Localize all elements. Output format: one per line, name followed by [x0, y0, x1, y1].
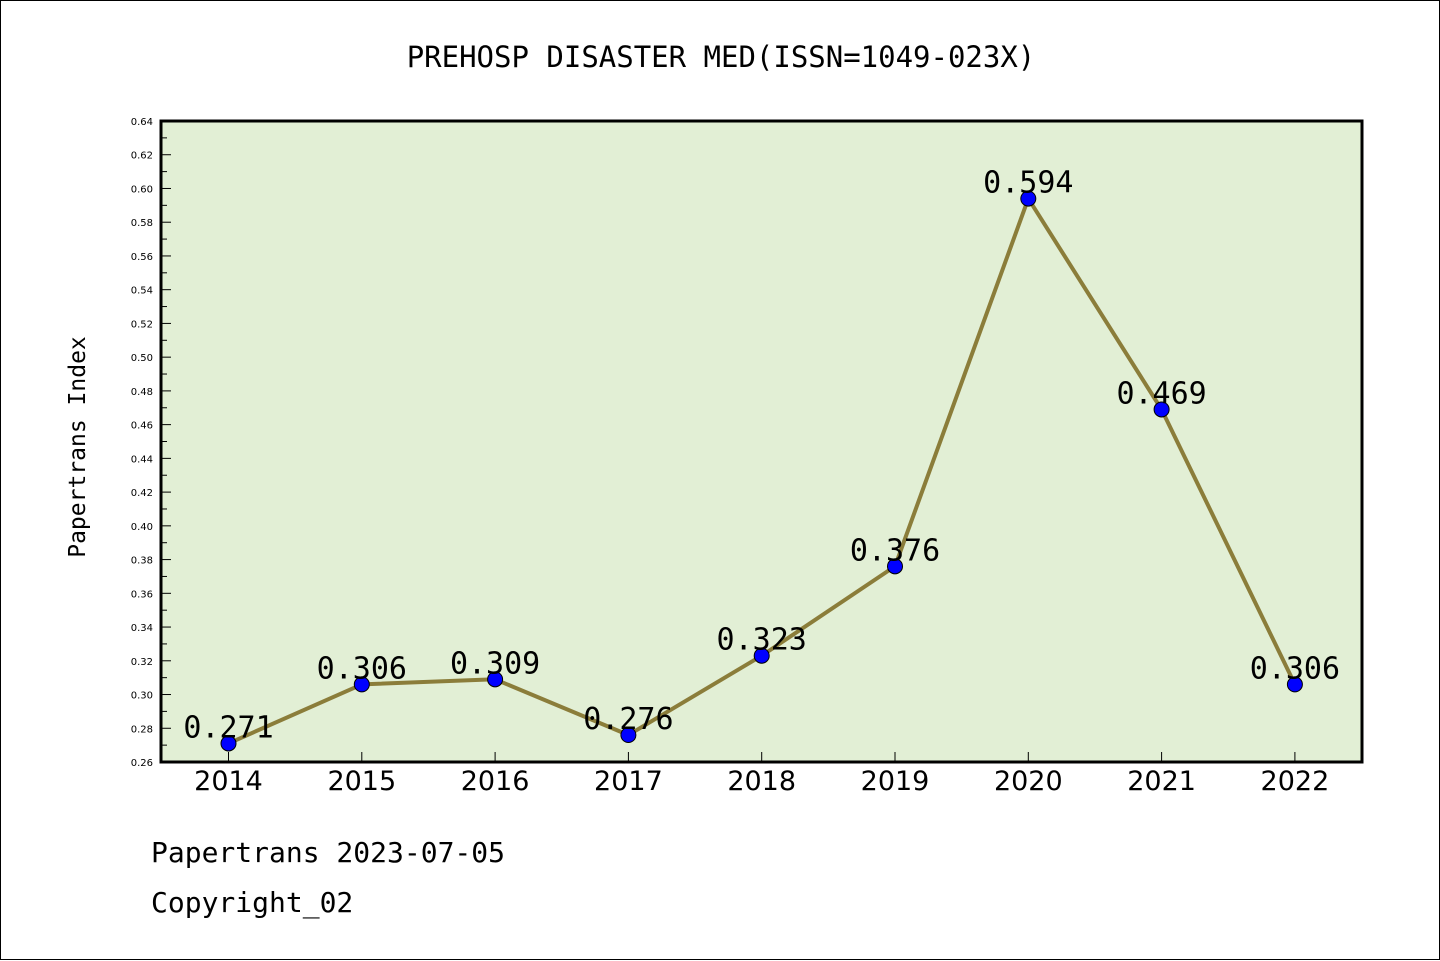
data-label: 0.309: [450, 646, 540, 681]
x-tick-label: 2018: [727, 766, 796, 797]
data-label: 0.306: [1250, 651, 1340, 686]
data-label: 0.323: [717, 623, 807, 658]
y-tick-label: 0.40: [131, 522, 153, 533]
y-tick-label: 0.28: [131, 724, 153, 735]
data-labels: 0.271 0.306 0.309 0.276 0.323 0.376 0.594 0.469…: [183, 166, 1340, 746]
x-tick-label: 2022: [1261, 766, 1330, 797]
y-axis-label: Papertrans Index: [65, 336, 91, 558]
data-point: [1153, 401, 1170, 418]
y-tick-label: 0.54: [131, 286, 153, 297]
y-tick-label: 0.62: [131, 151, 153, 162]
series-layer: [220, 190, 1303, 752]
x-tick-label: 2020: [994, 766, 1063, 797]
y-tick-label: 0.46: [131, 421, 153, 432]
x-tick-label: 2014: [194, 766, 263, 797]
y-tick-label: 0.38: [131, 556, 153, 567]
chart-title: PREHOSP DISASTER MED(ISSN=1049-023X): [407, 40, 1036, 74]
data-point: [887, 558, 903, 575]
x-tick-label: 2021: [1127, 766, 1196, 797]
data-point: [753, 647, 770, 664]
data-label: 0.376: [850, 533, 940, 568]
y-tick-label: 0.44: [131, 454, 153, 465]
y-tick-label: 0.32: [131, 657, 153, 668]
y-tick-label: 0.26: [131, 758, 153, 769]
x-tick-label: 2019: [861, 766, 930, 797]
data-point: [353, 676, 370, 693]
x-axis-ticks: 2014 2015 2016 2017 2018 2019 2020 2021 2022: [194, 752, 1329, 797]
y-tick-label: 0.36: [131, 589, 153, 600]
y-tick-label: 0.64: [131, 117, 153, 128]
data-label: 0.271: [183, 710, 273, 745]
y-tick-label: 0.60: [131, 184, 153, 195]
data-label: 0.306: [317, 651, 407, 686]
data-label: 0.594: [983, 166, 1073, 201]
data-point: [220, 735, 237, 752]
data-label: 0.469: [1116, 376, 1206, 411]
y-tick-label: 0.42: [131, 488, 153, 499]
y-axis-ticks: 0.26 0.28 0.30 0.32 0.34 0.36 0.38 0.40 0.42 0.44…: [131, 117, 171, 769]
y-tick-label: 0.30: [131, 691, 153, 702]
y-tick-label: 0.52: [131, 319, 153, 330]
x-tick-label: 2016: [461, 766, 530, 797]
y-tick-label: 0.34: [131, 623, 153, 634]
data-point: [487, 671, 504, 688]
copyright-text: Copyright_02: [151, 886, 354, 919]
x-tick-label: 2017: [594, 766, 663, 797]
y-tick-label: 0.58: [131, 218, 153, 229]
data-label: 0.276: [583, 702, 673, 737]
y-tick-label: 0.50: [131, 353, 153, 364]
y-tick-label: 0.48: [131, 387, 153, 398]
source-stamp: Papertrans 2023-07-05: [151, 836, 506, 869]
data-point: [1286, 676, 1303, 693]
data-point: [1020, 190, 1037, 207]
x-tick-label: 2015: [327, 766, 396, 797]
data-point: [620, 727, 637, 744]
y-tick-label: 0.56: [131, 252, 153, 263]
